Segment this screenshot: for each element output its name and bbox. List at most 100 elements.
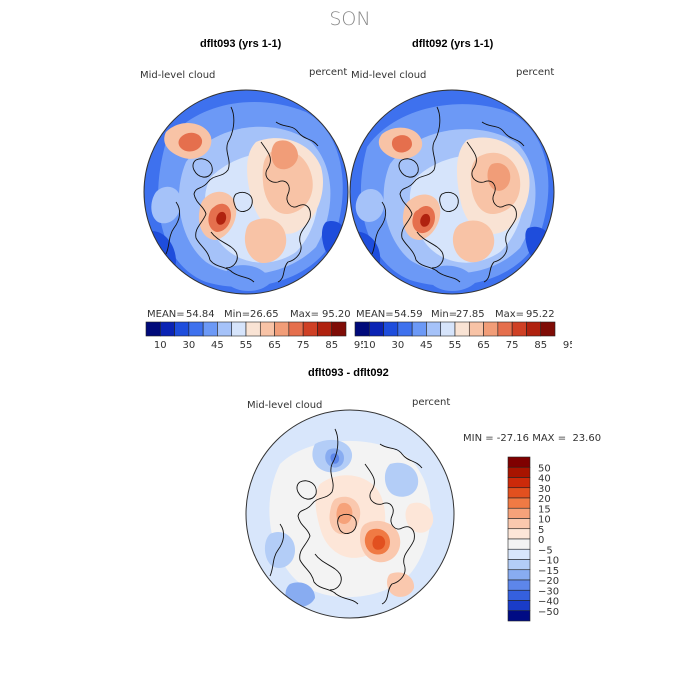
colorbar-tick-label: 45 [420, 340, 433, 351]
colorbar-swatch [202, 321, 218, 337]
colorbar-tick-label: 10 [363, 340, 376, 351]
field-region [387, 572, 415, 597]
colorbar-swatch [217, 321, 233, 337]
colorbar-tick-label: −10 [538, 556, 559, 567]
colorbar-tick-label: 65 [268, 340, 281, 351]
colorbar-swatch [507, 507, 531, 519]
colorbar-swatch [507, 497, 531, 509]
colorbar-swatch [259, 321, 275, 337]
panel-2-min-value: 27.85 [456, 309, 485, 320]
colorbar-swatch [483, 321, 499, 337]
colorbar-swatch [354, 321, 370, 337]
coastline [260, 141, 311, 283]
field-region [372, 535, 386, 550]
panel-2-polar-map [349, 89, 555, 295]
colorbar-tick-label: 55 [449, 340, 462, 351]
colorbar-tick-label: −5 [538, 545, 553, 556]
colorbar-swatch [411, 321, 427, 337]
colorbar-swatch [426, 321, 442, 337]
colorbar-swatch [159, 321, 175, 337]
colorbar-tick-label: 95 [563, 340, 572, 351]
field-region [151, 186, 181, 224]
coastline [364, 463, 415, 605]
colorbar-swatch [507, 466, 531, 478]
panel-1-colorbar: 10 30 45 55 65 75 85 95 [145, 321, 363, 351]
colorbar-tick-label: −20 [538, 576, 559, 587]
coastline [193, 106, 255, 283]
coastline [466, 141, 517, 283]
panel-2-min-label: Min= [431, 309, 458, 320]
colorbar-tick-label: 95 [354, 340, 363, 351]
panel-1-title: dflt093 (yrs 1-1) [200, 38, 282, 50]
colorbar-swatch [331, 321, 347, 337]
colorbar-swatch [526, 321, 542, 337]
panel-3-units-label: percent [412, 397, 451, 408]
colorbar-swatch [507, 487, 531, 499]
panel-1-max-label: Max= [290, 309, 320, 320]
colorbar-swatch [174, 321, 190, 337]
coastline [314, 553, 342, 591]
colorbar-swatch [511, 321, 527, 337]
coastline [296, 480, 317, 500]
panel-1-field-label: Mid-level cloud [140, 70, 216, 81]
colorbar-tick-label: −15 [538, 566, 559, 577]
colorbar-tick-label: −30 [538, 586, 559, 597]
colorbar-swatch [317, 321, 333, 337]
map-boundary [245, 409, 455, 619]
panel-2-units-label: percent [516, 67, 555, 78]
colorbar-swatch [468, 321, 484, 337]
field-region [355, 189, 384, 223]
colorbar-swatch [507, 559, 531, 571]
coastline [379, 443, 423, 469]
coastline [337, 514, 357, 534]
colorbar-swatch [383, 321, 399, 337]
season-title: SON [329, 8, 371, 30]
panel-2-mean-label: MEAN= [356, 309, 394, 320]
colorbar-swatch [507, 528, 531, 540]
colorbar-tick-label: 15 [538, 504, 551, 515]
colorbar-tick-label: 30 [538, 484, 551, 495]
coastline [210, 231, 238, 269]
colorbar-swatch [540, 321, 556, 337]
colorbar-swatch [288, 321, 304, 337]
colorbar-swatch [231, 321, 247, 337]
panel-2-field-label: Mid-level cloud [351, 70, 427, 81]
colorbar-tick-label: 20 [538, 494, 551, 505]
colorbar-tick-label: −50 [538, 607, 559, 618]
panel-1-mean-label: MEAN= [147, 309, 185, 320]
coastline [275, 121, 319, 147]
colorbar-tick-label: 45 [211, 340, 224, 351]
coastline [233, 192, 253, 212]
colorbar-swatch [454, 321, 470, 337]
colorbar-tick-label: 0 [538, 535, 544, 546]
colorbar-swatch [245, 321, 261, 337]
field-region [336, 502, 353, 524]
panel-2-colorbar: 10 30 45 55 65 75 85 95 [354, 321, 572, 351]
coastline [439, 192, 459, 212]
field-region [487, 162, 511, 191]
coastline [416, 231, 444, 269]
colorbar-swatch [507, 579, 531, 591]
colorbar-swatch [507, 477, 531, 489]
colorbar-swatch [440, 321, 456, 337]
coastline [165, 201, 181, 255]
coastline [269, 523, 285, 577]
field-region [452, 220, 495, 263]
coastline [398, 158, 419, 178]
colorbar-swatch [188, 321, 204, 337]
panel-1-max-value: 95.20 [322, 309, 351, 320]
panel-1-min-label: Min= [224, 309, 251, 320]
colorbar-swatch [507, 569, 531, 581]
colorbar-swatch [507, 518, 531, 530]
colorbar-tick-label: 5 [538, 525, 544, 536]
colorbar-swatch [507, 538, 531, 550]
colorbar-swatch [507, 589, 531, 601]
field-region [271, 140, 298, 170]
panel-1-min-value: 26.65 [250, 309, 279, 320]
colorbar-swatch [274, 321, 290, 337]
colorbar-tick-label: 50 [538, 463, 551, 474]
coastline [399, 106, 461, 283]
colorbar-tick-label: 75 [506, 340, 519, 351]
colorbar-tick-label: 85 [325, 340, 338, 351]
panel-2-title: dflt092 (yrs 1-1) [412, 38, 494, 50]
